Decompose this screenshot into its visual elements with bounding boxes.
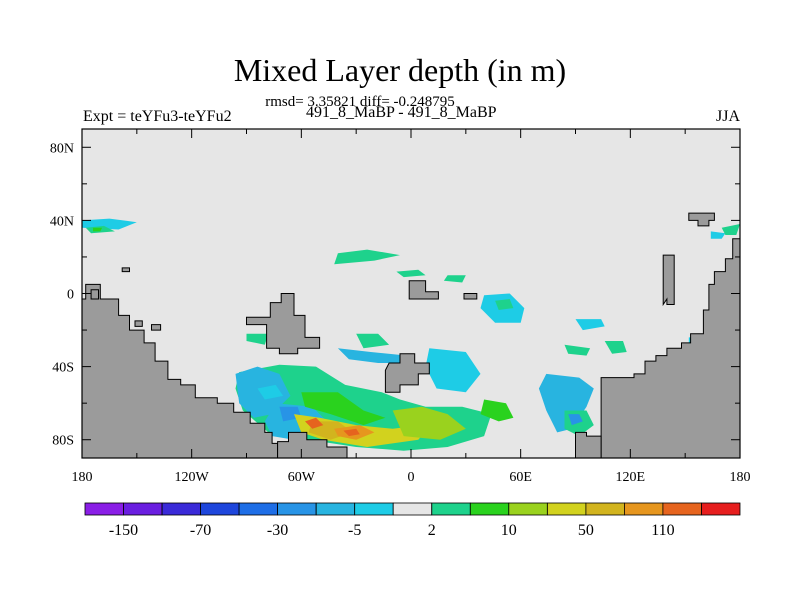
anomaly-patch-19	[334, 249, 400, 265]
colorbar-label: -150	[109, 522, 138, 539]
axes: 180 120W 60W 0 60E 120E 180 80N 40N 0 40S 80S	[50, 129, 751, 485]
anomaly-patch-30	[246, 333, 269, 345]
anomaly-patch-18	[425, 348, 481, 393]
anomaly-patch-25	[564, 344, 591, 356]
stats-label: rmsd= 3.35821 diff= -0.248795	[265, 94, 455, 110]
anomaly-patch-2	[93, 227, 103, 232]
anomaly-patch-26	[538, 373, 594, 433]
anomaly-patch-12	[305, 417, 324, 429]
colorbar-label: 10	[501, 522, 517, 539]
anomaly-patch-14	[343, 428, 360, 437]
colorbar-box-13	[585, 502, 625, 516]
colorbar-box-3	[200, 502, 240, 516]
anomaly-patch-8	[301, 392, 386, 426]
colorbar-label: -70	[190, 522, 211, 539]
land-south-africa	[384, 353, 430, 393]
anomaly-patch-28	[568, 414, 583, 426]
colorbar-box-15	[662, 502, 702, 516]
y-tick-label: 80S	[52, 434, 74, 449]
colorbar-box-10	[469, 502, 510, 516]
anomaly-patch-16	[337, 348, 411, 363]
x-tick-label: 0	[408, 470, 415, 485]
land-islet-3	[134, 320, 143, 327]
anomaly-patch-17	[356, 333, 390, 349]
anomaly-field	[82, 218, 740, 451]
land-islet-4	[151, 324, 162, 331]
anomaly-patch-32	[710, 231, 726, 239]
colorbar: -150 -70 -30 -5 2 10 50 110	[84, 502, 741, 539]
season-label: JJA	[716, 108, 741, 125]
anomaly-patch-7	[257, 384, 284, 400]
land-masks	[81, 212, 741, 459]
anomaly-patch-31	[604, 341, 627, 354]
x-tick-label: 180	[730, 470, 751, 485]
x-tick-label: 120E	[616, 470, 646, 485]
colorbar-label: -30	[267, 522, 288, 539]
land-india-sliver	[662, 254, 675, 307]
anomaly-patch-24	[575, 319, 605, 331]
land-asia-east-coast	[600, 238, 741, 459]
anomaly-patch-20	[396, 269, 426, 278]
colorbar-box-0	[84, 502, 124, 516]
anomaly-patch-21	[443, 275, 466, 283]
colorbar-box-16	[701, 502, 741, 516]
land-south-america-andes	[81, 283, 279, 459]
chart-title: Mixed Layer depth (in m)	[233, 52, 567, 88]
land-antarctic-peninsula	[277, 431, 348, 459]
colorbar-box-1	[123, 502, 163, 516]
colorbar-label: 110	[651, 522, 674, 539]
colorbar-box-9	[431, 502, 471, 516]
colorbar-box-11	[508, 502, 548, 516]
land-australia-southeast	[575, 431, 602, 459]
y-tick-label: 40N	[50, 214, 74, 229]
colorbar-box-4	[238, 502, 279, 516]
colorbar-box-12	[547, 502, 587, 516]
land-japan-islands	[688, 212, 715, 227]
anomaly-patch-23	[495, 299, 514, 310]
y-tick-label: 80N	[50, 141, 74, 156]
x-tick-label: 60W	[288, 470, 316, 485]
x-tick-label: 180	[72, 470, 93, 485]
x-tick-label: 120W	[175, 470, 210, 485]
colorbar-box-5	[277, 502, 317, 516]
anomaly-patch-15	[480, 399, 514, 422]
land-west-africa-bulge	[246, 293, 321, 355]
colorbar-box-7	[354, 502, 394, 516]
colorbar-box-6	[315, 502, 356, 516]
colorbar-label: 50	[578, 522, 594, 539]
colorbar-box-14	[624, 502, 664, 516]
colorbar-box-2	[161, 502, 202, 516]
y-tick-label: 0	[67, 288, 74, 303]
land-islet-1	[90, 289, 99, 300]
anomaly-patch-33	[721, 224, 740, 235]
x-tick-label: 60E	[509, 470, 532, 485]
land-islet-2	[121, 267, 130, 273]
land-arabian-block	[408, 280, 439, 300]
colorbar-label: 2	[428, 522, 436, 539]
colorbar-box-8	[392, 502, 433, 516]
anomaly-patch-10	[392, 406, 466, 440]
cases-label: 491_8_MaBP - 491_8_MaBP	[306, 104, 497, 121]
colorbar-label: -5	[348, 522, 361, 539]
land-horn-block	[463, 293, 478, 300]
experiment-label: Expt = teYFu3-teYFu2	[83, 108, 232, 125]
y-tick-label: 40S	[52, 361, 74, 376]
